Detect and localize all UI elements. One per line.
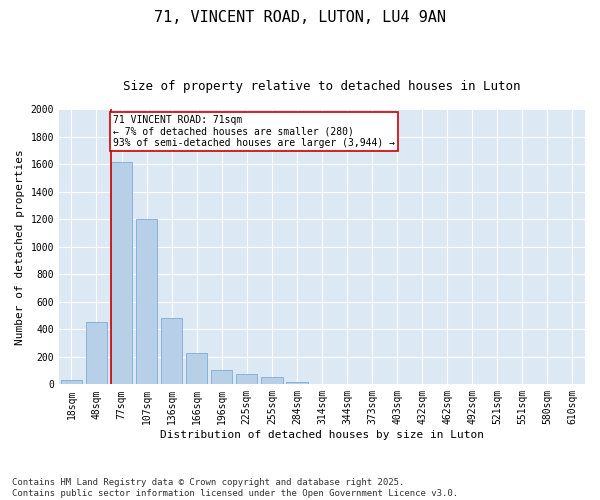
Text: Contains HM Land Registry data © Crown copyright and database right 2025.
Contai: Contains HM Land Registry data © Crown c… xyxy=(12,478,458,498)
Bar xyxy=(286,382,308,384)
Y-axis label: Number of detached properties: Number of detached properties xyxy=(15,149,25,345)
Bar xyxy=(111,162,132,384)
Bar xyxy=(136,220,157,384)
Bar xyxy=(186,352,208,384)
Bar xyxy=(211,370,232,384)
Bar xyxy=(86,322,107,384)
Bar xyxy=(236,374,257,384)
Bar xyxy=(161,318,182,384)
Bar xyxy=(61,380,82,384)
Text: 71, VINCENT ROAD, LUTON, LU4 9AN: 71, VINCENT ROAD, LUTON, LU4 9AN xyxy=(154,10,446,25)
Text: 71 VINCENT ROAD: 71sqm
← 7% of detached houses are smaller (280)
93% of semi-det: 71 VINCENT ROAD: 71sqm ← 7% of detached … xyxy=(113,115,395,148)
Title: Size of property relative to detached houses in Luton: Size of property relative to detached ho… xyxy=(123,80,521,93)
X-axis label: Distribution of detached houses by size in Luton: Distribution of detached houses by size … xyxy=(160,430,484,440)
Bar xyxy=(261,377,283,384)
